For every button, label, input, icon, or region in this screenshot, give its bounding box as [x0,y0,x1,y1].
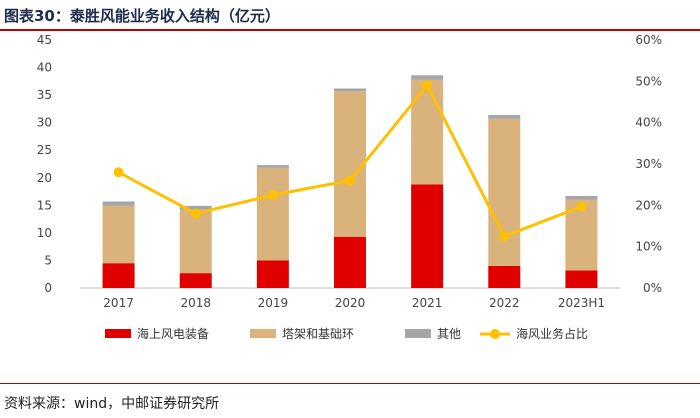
y-right-tick-label: 30% [635,157,662,171]
x-tick-label: 2017 [103,296,134,310]
legend-label: 海上风电装备 [137,326,209,341]
bar-segment-2 [488,118,521,266]
y-left-tick-label: 5 [44,253,52,267]
title-divider [0,29,700,31]
bar-segment-1 [565,270,598,288]
share-point [113,167,124,178]
legend-label: 其他 [437,327,461,341]
bar-segment-1 [256,260,289,288]
y-left-tick-label: 20 [37,171,52,185]
y-right-tick-label: 0% [643,281,662,295]
y-right-tick-label: 50% [635,74,662,88]
bar-segment-2 [411,79,444,185]
legend-swatch [105,329,131,338]
bar-segment-1 [411,184,444,288]
bar-segment-3 [488,114,521,119]
bar-segment-3 [256,165,289,168]
chart-title: 图表30：泰胜风能业务收入结构（亿元） [4,7,280,25]
legend-marker [490,329,500,339]
bar-segment-2 [102,205,135,264]
y-left-tick-label: 0 [44,281,52,295]
share-point [345,175,355,186]
source-note: 资料来源：wind，中邮证券研究所 [4,396,220,412]
bar-segment-3 [411,75,444,80]
x-tick-label: 2023H1 [558,296,605,310]
x-tick-label: 2018 [180,296,211,310]
y-right-tick-label: 60% [635,33,662,47]
share-point [499,231,510,242]
bar-segment-3 [102,201,135,206]
share-point [190,208,201,219]
y-right-tick-label: 20% [635,198,662,212]
title-bar: 图表30：泰胜风能业务收入结构（亿元） [0,0,700,31]
bar-segment-1 [179,273,212,288]
legend-label: 海风业务占比 [516,326,588,341]
x-tick-label: 2022 [489,296,520,310]
share-point [422,80,433,91]
source-divider [0,383,700,384]
y-left-tick-label: 15 [37,198,52,212]
bar-segment-1 [334,236,366,288]
y-left-tick-label: 40 [37,61,52,75]
bar-segment-3 [334,88,366,92]
y-left-tick-label: 35 [37,88,52,102]
bar-segment-3 [565,195,598,200]
bar-segment-2 [334,91,366,237]
legend-label: 塔架和基础环 [282,327,354,341]
bar-segment-3 [179,205,212,210]
y-left-tick-label: 25 [37,143,52,157]
bar-segment-1 [102,263,135,288]
y-left-tick-label: 30 [37,116,52,130]
legend-swatch [405,329,431,338]
bar-segment-2 [179,209,212,274]
bar-segment-1 [488,265,521,288]
x-tick-label: 2020 [335,296,366,310]
y-left-tick-label: 45 [37,33,52,47]
x-tick-label: 2019 [258,296,289,310]
x-tick-label: 2021 [412,296,443,310]
share-point [576,201,587,212]
bar-segment-2 [256,167,289,261]
share-point [267,190,278,200]
y-right-tick-label: 40% [635,116,662,130]
y-right-tick-label: 10% [635,240,662,254]
legend-swatch [250,329,276,338]
y-left-tick-label: 10 [37,226,52,240]
